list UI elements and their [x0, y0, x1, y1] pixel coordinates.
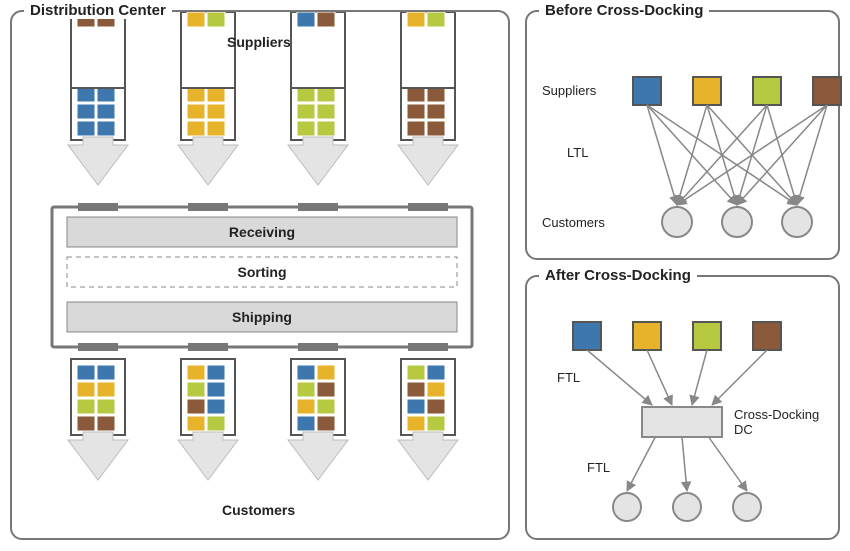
customers-label: Customers — [222, 502, 295, 518]
panel-after-cross-docking: After Cross-Docking FTLFTLCross-DockingD… — [525, 275, 840, 540]
svg-text:FTL: FTL — [557, 370, 580, 385]
svg-text:DC: DC — [734, 422, 753, 437]
svg-text:FTL: FTL — [587, 460, 610, 475]
distribution-center-diagram: Receiving Sorting Shipping — [12, 12, 512, 542]
svg-text:Cross-Docking: Cross-Docking — [734, 407, 819, 422]
svg-text:Sorting: Sorting — [238, 264, 287, 280]
after-diagram: FTL FTL Cross-DockingDC — [527, 277, 842, 542]
svg-text:Suppliers: Suppliers — [542, 83, 597, 98]
svg-text:Customers: Customers — [542, 215, 605, 230]
panel-distribution-center: Distribution Center ReceivingSortingShip… — [10, 10, 510, 540]
svg-text:Shipping: Shipping — [232, 309, 292, 325]
panel-title-after: After Cross-Docking — [539, 267, 697, 284]
suppliers-label: Suppliers — [227, 34, 291, 50]
svg-text:Receiving: Receiving — [229, 224, 295, 240]
panel-before-cross-docking: Before Cross-Docking SuppliersLTLCustome… — [525, 10, 840, 260]
panel-title-left: Distribution Center — [24, 2, 172, 19]
panel-title-before: Before Cross-Docking — [539, 2, 709, 19]
before-diagram: Suppliers LTL Customers — [527, 12, 842, 262]
svg-text:LTL: LTL — [567, 145, 588, 160]
